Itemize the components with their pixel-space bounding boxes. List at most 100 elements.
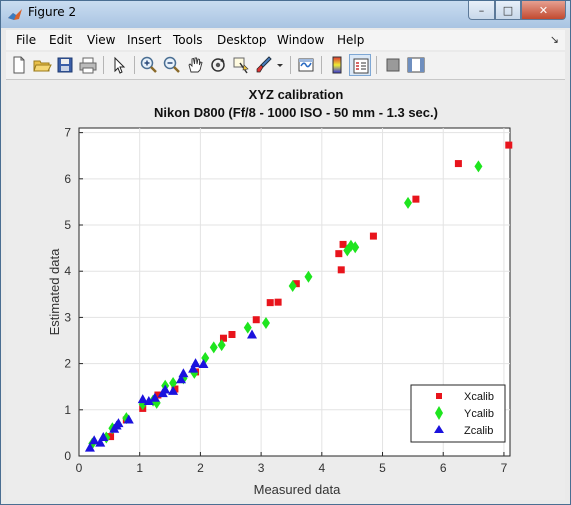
- ycalib-point: [243, 321, 252, 334]
- xcalib-point: [369, 232, 377, 240]
- y-tick-label: 6: [64, 172, 71, 186]
- x-tick-labels: 0 1 2 3 4 5 6 7: [76, 461, 508, 475]
- menu-file[interactable]: File: [16, 33, 37, 47]
- xcalib-point: [274, 298, 282, 306]
- zcalib-point: [123, 414, 134, 424]
- close-button[interactable]: ✕: [521, 1, 566, 20]
- open-file-icon[interactable]: [32, 55, 52, 75]
- xcalib-point: [171, 385, 179, 393]
- x-tick-label: 3: [258, 461, 265, 475]
- legend-xcalib-label: Xcalib: [464, 391, 494, 403]
- zcalib-point: [113, 418, 124, 428]
- legend-box: [410, 384, 506, 443]
- zcalib-point: [198, 359, 209, 369]
- zcalib-point: [143, 395, 154, 405]
- zcalib-point: [190, 358, 201, 368]
- chart-svg: 0 1 2 3 4 5 6 7 0 1 2 3 4 5 6 7 XYZ calibration Nikon …: [47, 87, 513, 497]
- x-tick-label: 4: [318, 461, 325, 475]
- brush-dropdown-icon[interactable]: [274, 55, 286, 75]
- xcalib-point: [412, 195, 420, 203]
- ycalib-point: [261, 316, 270, 329]
- edit-plot-arrow-icon[interactable]: [109, 55, 129, 75]
- insert-legend-icon: [353, 58, 369, 74]
- zcalib-point: [247, 329, 258, 339]
- toolbar-separator: [290, 56, 291, 74]
- maximize-button[interactable]: □: [495, 1, 521, 20]
- chart-title: XYZ calibration: [249, 87, 344, 102]
- menu-help[interactable]: Help: [337, 33, 365, 47]
- zcalib-point: [175, 374, 186, 384]
- xcalib-point: [228, 331, 236, 339]
- xcalib-point: [505, 141, 513, 149]
- toolbar-separator: [103, 56, 104, 74]
- dock-arrow-icon[interactable]: ↘: [549, 33, 559, 46]
- toolbar: [6, 52, 565, 80]
- x-tick-label: 6: [440, 461, 447, 475]
- x-tick-label: 2: [197, 461, 204, 475]
- zcalib-point: [95, 437, 106, 447]
- insert-colorbar-icon[interactable]: [327, 55, 347, 75]
- legend[interactable]: Xcalib Ycalib Zcalib: [410, 384, 506, 443]
- xcalib-point: [266, 299, 274, 307]
- toolbar-separator: [321, 56, 322, 74]
- zcalib-point: [137, 394, 148, 404]
- ycalib-point: [474, 160, 483, 173]
- zcalib-point: [168, 385, 179, 395]
- rotate-3d-icon[interactable]: [208, 55, 228, 75]
- xcalib-point: [337, 266, 345, 274]
- zcalib-point: [178, 368, 189, 378]
- ycalib-point: [304, 270, 313, 283]
- zcalib-point: [89, 435, 100, 445]
- xcalib-point: [454, 160, 462, 168]
- ycalib-point: [288, 279, 297, 292]
- new-figure-icon[interactable]: [9, 55, 29, 75]
- minimize-button[interactable]: –: [468, 1, 495, 20]
- x-axis-label: Measured data: [254, 482, 341, 497]
- show-plot-tools-icon[interactable]: [406, 55, 426, 75]
- save-icon[interactable]: [55, 55, 75, 75]
- zcalib-point: [160, 384, 171, 394]
- menu-window[interactable]: Window: [277, 33, 325, 47]
- legend-zcalib-marker: [434, 425, 444, 433]
- zcalib-point: [98, 432, 109, 442]
- menu-view[interactable]: View: [87, 33, 116, 47]
- pan-hand-icon[interactable]: [185, 55, 205, 75]
- data-cursor-icon[interactable]: [231, 55, 251, 75]
- zoom-out-icon[interactable]: [162, 55, 182, 75]
- legend-ycalib-marker: [435, 406, 443, 420]
- legend-ycalib-label: Ycalib: [464, 408, 494, 420]
- link-plot-icon[interactable]: [296, 55, 316, 75]
- ycalib-point: [209, 341, 218, 354]
- xcalib-point: [154, 391, 162, 399]
- brush-icon[interactable]: [254, 55, 274, 75]
- menu-desktop[interactable]: Desktop: [217, 33, 267, 47]
- zcalib-point: [188, 363, 199, 373]
- y-tick-label: 3: [64, 310, 71, 324]
- matlab-logo-icon: [8, 9, 22, 20]
- ycalib-point: [122, 412, 131, 425]
- menu-insert[interactable]: Insert: [127, 33, 162, 47]
- insert-legend-button[interactable]: [349, 54, 371, 76]
- print-icon[interactable]: [78, 55, 98, 75]
- menu-tools[interactable]: Tools: [173, 33, 203, 47]
- xcalib-point: [219, 334, 227, 342]
- legend-zcalib-label: Zcalib: [464, 425, 493, 437]
- toolbar-separator: [376, 56, 377, 74]
- y-tick-label: 4: [64, 264, 71, 278]
- title-bar[interactable]: Figure 2 – □ ✕: [1, 1, 570, 28]
- y-tick-label: 2: [64, 357, 71, 371]
- y-tick-label: 1: [64, 403, 71, 417]
- zcalib-point: [149, 392, 160, 402]
- xcalib-point: [107, 433, 115, 441]
- figure-canvas: 0 1 2 3 4 5 6 7 0 1 2 3 4 5 6 7 XYZ calibration Nikon …: [6, 80, 565, 500]
- hide-plot-tools-icon[interactable]: [383, 55, 403, 75]
- y-tick-label: 7: [64, 126, 71, 140]
- menu-edit[interactable]: Edit: [49, 33, 73, 47]
- x-tick-label: 5: [379, 461, 386, 475]
- y-axis-label: Estimated data: [47, 248, 62, 335]
- ycalib-point: [351, 241, 360, 254]
- x-tick-label: 1: [136, 461, 143, 475]
- xcalib-point: [339, 240, 347, 248]
- zoom-in-icon[interactable]: [139, 55, 159, 75]
- x-tick-label: 7: [501, 461, 508, 475]
